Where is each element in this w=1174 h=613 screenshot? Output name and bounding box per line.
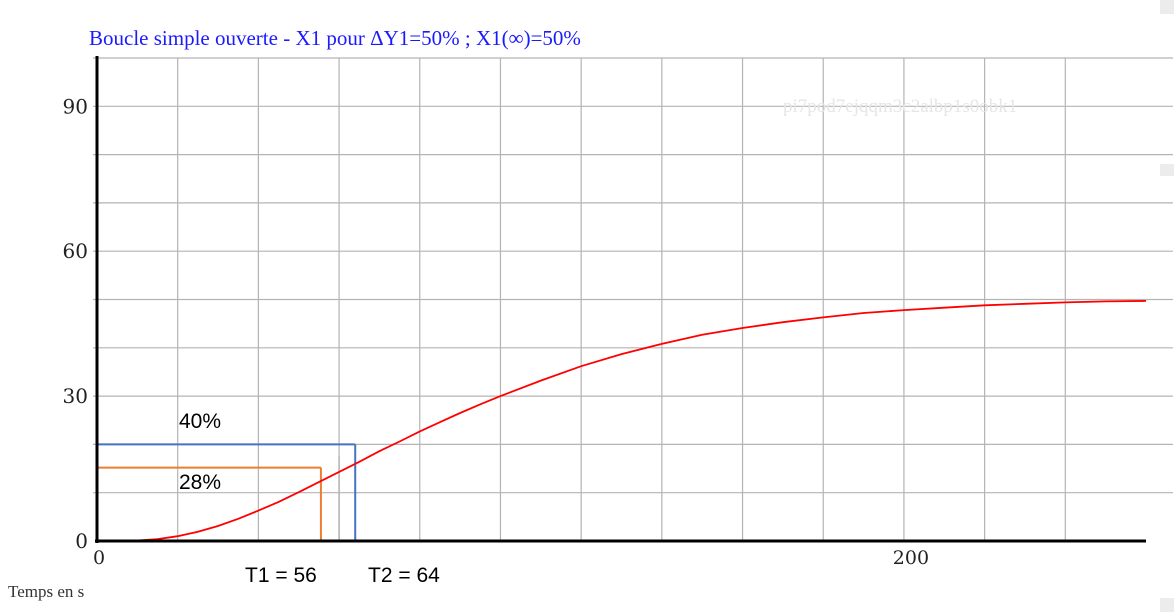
- series-line: [97, 300, 1147, 542]
- series-curves: [97, 300, 1147, 542]
- axes: [95, 56, 1146, 543]
- ref-label-40: 40%: [179, 410, 222, 433]
- scrollbar-arrow-down[interactable]: [1160, 598, 1174, 612]
- annotation-t2: T2 = 64: [368, 564, 440, 587]
- scrollbar-arrow-up[interactable]: [1160, 0, 1174, 14]
- tick-labels: 0 30 60 90 0 200: [63, 94, 930, 569]
- ref-label-28: 28%: [179, 471, 222, 494]
- y-tick-label: 90: [63, 94, 88, 118]
- chart-title: Boucle simple ouverte - X1 pour ΔY1=50% …: [89, 26, 581, 50]
- x-axis-label: Temps en s: [8, 582, 85, 601]
- y-tick-label: 0: [75, 529, 88, 553]
- grid-lines: [93, 57, 1173, 541]
- y-tick-label: 60: [63, 239, 88, 263]
- x-tick-label: 200: [893, 547, 929, 569]
- y-tick-label: 30: [63, 384, 88, 408]
- scrollbar-thumb[interactable]: [1160, 164, 1174, 176]
- x-tick-label: 0: [93, 547, 105, 569]
- watermark-text: pi7pod7ejqqm3c2albp1s0obk1: [783, 96, 1018, 117]
- annotation-t1: T1 = 56: [245, 564, 317, 587]
- reference-lines: [97, 443, 357, 541]
